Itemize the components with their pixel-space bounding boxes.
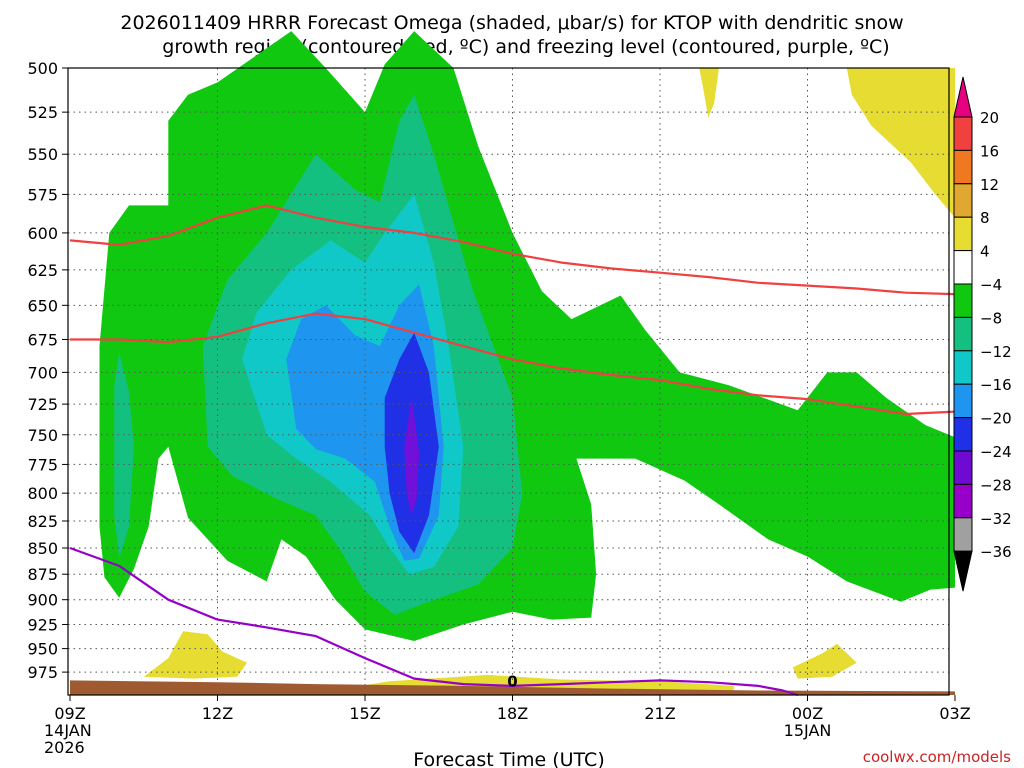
colorbar-box-2 — [953, 149, 973, 185]
x-tick-label-00Z: 00Z — [792, 704, 823, 723]
y-tick-label-775: 775 — [27, 455, 58, 474]
colorbar-box-12 — [953, 483, 973, 519]
y-tick-label-525: 525 — [27, 103, 58, 122]
colorbar-box-1 — [953, 116, 973, 151]
colorbar-label-6: −8 — [980, 309, 1002, 327]
x-tick-year-2026: 2026 — [44, 738, 85, 757]
colorbar-top-arrow — [953, 76, 973, 118]
omega-region-4-8 — [792, 643, 857, 679]
omega-region-−24-6 — [404, 397, 420, 516]
y-tick-label-550: 550 — [27, 145, 58, 164]
colorbar-label-0: 20 — [980, 109, 999, 127]
colorbar: 20 16 12 8 4 −4 −8 −12 −16 −20 −24 −28 −32 −36 — [953, 76, 1012, 592]
y-tick-label-675: 675 — [27, 330, 58, 349]
colorbar-bottom-arrow — [953, 550, 973, 592]
x-tick-label-21Z: 21Z — [644, 704, 675, 723]
y-tick-label-975: 975 — [27, 663, 58, 682]
colorbar-box-5 — [953, 250, 973, 285]
chart-title-line-2: growth region (contoured, red, ºC) and f… — [162, 36, 889, 58]
y-tick-label-900: 900 — [27, 591, 58, 610]
y-tick-label-825: 825 — [27, 512, 58, 531]
terrain-fill — [70, 680, 955, 695]
contour-line-layer: 0 — [69, 204, 956, 697]
x-axis-label: Forecast Time (UTC) — [413, 749, 604, 768]
credit-text: coolwx.com/models — [863, 748, 1011, 766]
colorbar-box-3 — [953, 183, 973, 218]
omega-region-4-11 — [846, 68, 955, 218]
colorbar-box-11 — [953, 450, 973, 485]
colorbar-label-10: −24 — [980, 443, 1012, 461]
y-tick-label-625: 625 — [27, 261, 58, 280]
y-tick-label-875: 875 — [27, 565, 58, 584]
grid-layer — [68, 68, 949, 695]
colorbar-label-5: −4 — [980, 276, 1002, 294]
y-tick-label-600: 600 — [27, 224, 58, 243]
x-tick-label-12Z: 12Z — [202, 704, 233, 723]
y-tick-label-950: 950 — [27, 640, 58, 659]
y-axis: 500 525 550 575 600 625 650 675 700 725 750 775 800 8… — [27, 59, 68, 682]
colorbar-label-3: 8 — [980, 209, 990, 227]
colorbar-box-10 — [953, 417, 973, 452]
y-tick-label-700: 700 — [27, 363, 58, 382]
omega-region-4-10 — [699, 68, 719, 118]
colorbar-box-9 — [953, 383, 973, 419]
colorbar-label-4: 4 — [980, 243, 990, 261]
x-tick-sublabel-15JAN: 15JAN — [784, 721, 832, 740]
dgz-contour-0 — [69, 204, 956, 296]
colorbar-box-8 — [953, 350, 973, 385]
colorbar-box-6 — [953, 283, 973, 318]
colorbar-box-13 — [953, 517, 973, 552]
terrain-layer — [70, 680, 955, 695]
colorbar-label-2: 12 — [980, 176, 999, 194]
y-tick-label-850: 850 — [27, 539, 58, 558]
y-tick-label-925: 925 — [27, 615, 58, 634]
colorbar-label-9: −20 — [980, 410, 1012, 428]
y-tick-label-800: 800 — [27, 484, 58, 503]
y-tick-label-650: 650 — [27, 296, 58, 315]
dgz-contour-1 — [70, 312, 956, 416]
omega-fill-layer — [99, 31, 955, 694]
y-tick-label-500: 500 — [27, 59, 58, 78]
colorbar-label-12: −32 — [980, 510, 1012, 528]
colorbar-label-11: −28 — [980, 476, 1012, 494]
colorbar-label-7: −12 — [980, 343, 1012, 361]
x-tick-label-03Z: 03Z — [939, 704, 970, 723]
omega-region-4-7 — [143, 631, 247, 679]
plot-frame — [67, 67, 950, 696]
x-tick-label-18Z: 18Z — [497, 704, 528, 723]
chart-title-line-1: 2026011409 HRRR Forecast Omega (shaded, … — [120, 12, 903, 34]
y-tick-label-750: 750 — [27, 426, 58, 445]
y-tick-label-575: 575 — [27, 185, 58, 204]
freezing-level-label: 0 — [507, 672, 517, 690]
plot-area: 0 — [67, 31, 956, 697]
colorbar-label-13: −36 — [980, 543, 1012, 561]
y-tick-label-725: 725 — [27, 395, 58, 414]
x-tick-label-15Z: 15Z — [349, 704, 380, 723]
colorbar-box-7 — [953, 316, 973, 352]
x-tick-sublabel-14JAN: 14JAN — [44, 721, 92, 740]
colorbar-label-1: 16 — [980, 142, 999, 160]
colorbar-box-4 — [953, 216, 973, 252]
freezing-level-line — [69, 546, 799, 697]
colorbar-label-8: −16 — [980, 376, 1012, 394]
x-tick-label-09Z: 09Z — [54, 704, 85, 723]
